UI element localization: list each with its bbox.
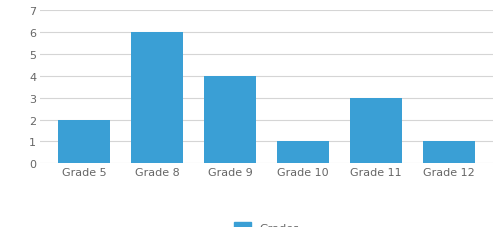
Legend: Grades: Grades — [229, 218, 304, 227]
Bar — [58, 120, 110, 163]
Bar — [131, 33, 184, 163]
Bar — [350, 98, 402, 163]
Bar — [277, 142, 329, 163]
Bar — [204, 76, 257, 163]
Bar — [423, 142, 475, 163]
